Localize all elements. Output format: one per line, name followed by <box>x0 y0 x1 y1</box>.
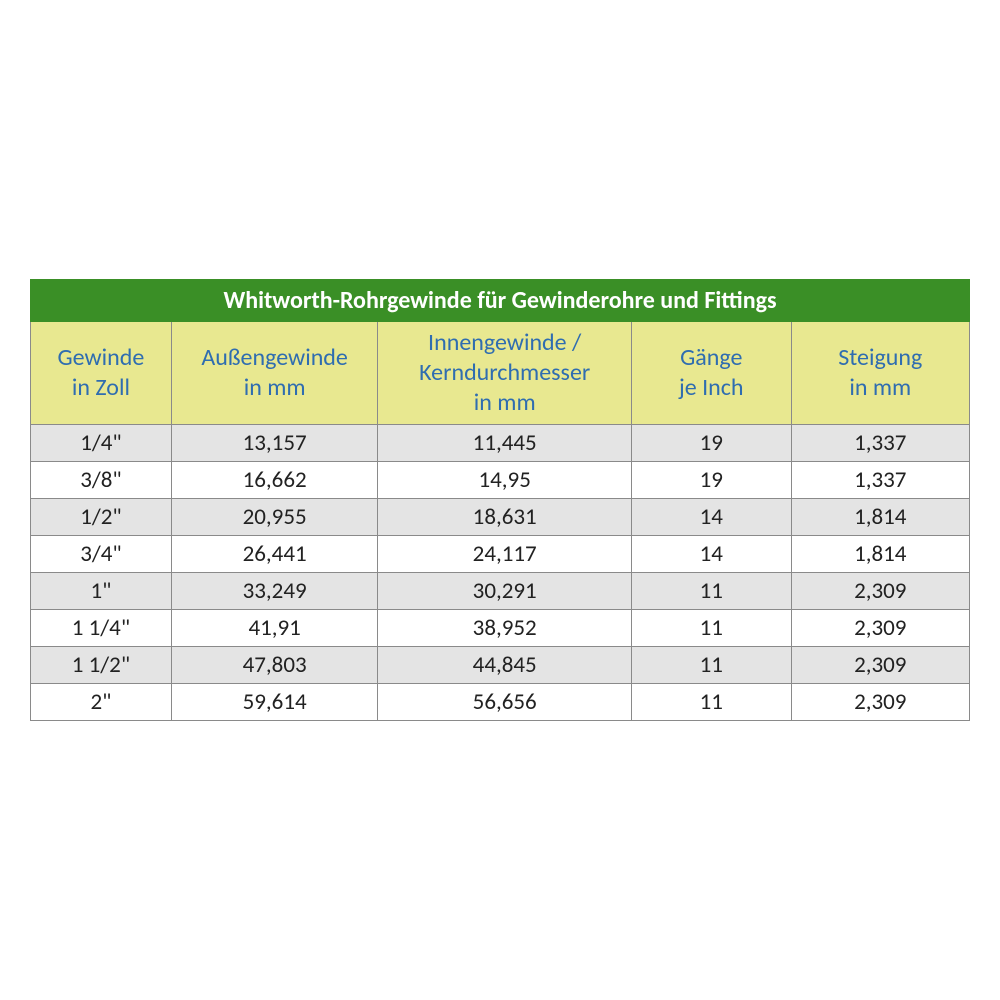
table-row: 2"59,61456,656112,309 <box>31 684 970 721</box>
col-header-gewinde: Gewinde in Zoll <box>31 322 172 425</box>
table-row: 1/2"20,95518,631141,814 <box>31 499 970 536</box>
col-header-line: Steigung <box>838 343 922 372</box>
cell: 44,845 <box>378 647 632 684</box>
cell: 1,814 <box>791 536 969 573</box>
cell: 1,814 <box>791 499 969 536</box>
cell: 11 <box>631 610 791 647</box>
col-header-line: in mm <box>474 388 536 417</box>
col-header-line: in mm <box>849 373 911 402</box>
cell: 56,656 <box>378 684 632 721</box>
cell: 1/2" <box>31 499 172 536</box>
cell: 59,614 <box>171 684 378 721</box>
table-header-row: Gewinde in Zoll Außengewinde in mm Innen… <box>31 322 970 425</box>
cell: 2" <box>31 684 172 721</box>
table-row: 3/4"26,44124,117141,814 <box>31 536 970 573</box>
cell: 14 <box>631 499 791 536</box>
cell: 14 <box>631 536 791 573</box>
cell: 20,955 <box>171 499 378 536</box>
col-header-line: je Inch <box>679 373 744 402</box>
cell: 41,91 <box>171 610 378 647</box>
cell: 19 <box>631 425 791 462</box>
cell: 11,445 <box>378 425 632 462</box>
cell: 30,291 <box>378 573 632 610</box>
cell: 11 <box>631 684 791 721</box>
cell: 2,309 <box>791 684 969 721</box>
col-header-line: Gewinde <box>58 343 145 372</box>
cell: 16,662 <box>171 462 378 499</box>
cell: 18,631 <box>378 499 632 536</box>
thread-table: Whitworth-Rohrgewinde für Gewinderohre u… <box>30 279 970 721</box>
table-row: 1/4"13,15711,445191,337 <box>31 425 970 462</box>
cell: 19 <box>631 462 791 499</box>
cell: 33,249 <box>171 573 378 610</box>
cell: 47,803 <box>171 647 378 684</box>
col-header-line: Außengewinde <box>201 343 347 372</box>
cell: 2,309 <box>791 647 969 684</box>
cell: 11 <box>631 573 791 610</box>
col-header-steigung: Steigung in mm <box>791 322 969 425</box>
cell: 26,441 <box>171 536 378 573</box>
table-row: 1"33,24930,291112,309 <box>31 573 970 610</box>
cell: 1" <box>31 573 172 610</box>
col-header-line: Kerndurchmesser <box>419 358 590 387</box>
cell: 14,95 <box>378 462 632 499</box>
cell: 24,117 <box>378 536 632 573</box>
col-header-gaenge: Gänge je Inch <box>631 322 791 425</box>
table-row: 1 1/2"47,80344,845112,309 <box>31 647 970 684</box>
table-title-row: Whitworth-Rohrgewinde für Gewinderohre u… <box>31 280 970 322</box>
col-header-line: in mm <box>244 373 306 402</box>
col-header-line: in Zoll <box>72 373 130 402</box>
cell: 1/4" <box>31 425 172 462</box>
cell: 3/8" <box>31 462 172 499</box>
col-header-aussengewinde: Außengewinde in mm <box>171 322 378 425</box>
col-header-innengewinde: Innengewinde / Kerndurchmesser in mm <box>378 322 632 425</box>
thread-table-container: Whitworth-Rohrgewinde für Gewinderohre u… <box>30 279 970 721</box>
table-title: Whitworth-Rohrgewinde für Gewinderohre u… <box>31 280 970 322</box>
cell: 2,309 <box>791 610 969 647</box>
cell: 1 1/4" <box>31 610 172 647</box>
cell: 13,157 <box>171 425 378 462</box>
col-header-line: Gänge <box>680 343 742 372</box>
table-row: 3/8"16,66214,95191,337 <box>31 462 970 499</box>
cell: 38,952 <box>378 610 632 647</box>
cell: 1,337 <box>791 462 969 499</box>
cell: 1 1/2" <box>31 647 172 684</box>
cell: 2,309 <box>791 573 969 610</box>
col-header-line: Innengewinde / <box>428 328 581 357</box>
cell: 3/4" <box>31 536 172 573</box>
cell: 11 <box>631 647 791 684</box>
table-body: 1/4"13,15711,445191,337 3/8"16,66214,951… <box>31 425 970 721</box>
table-row: 1 1/4"41,9138,952112,309 <box>31 610 970 647</box>
cell: 1,337 <box>791 425 969 462</box>
